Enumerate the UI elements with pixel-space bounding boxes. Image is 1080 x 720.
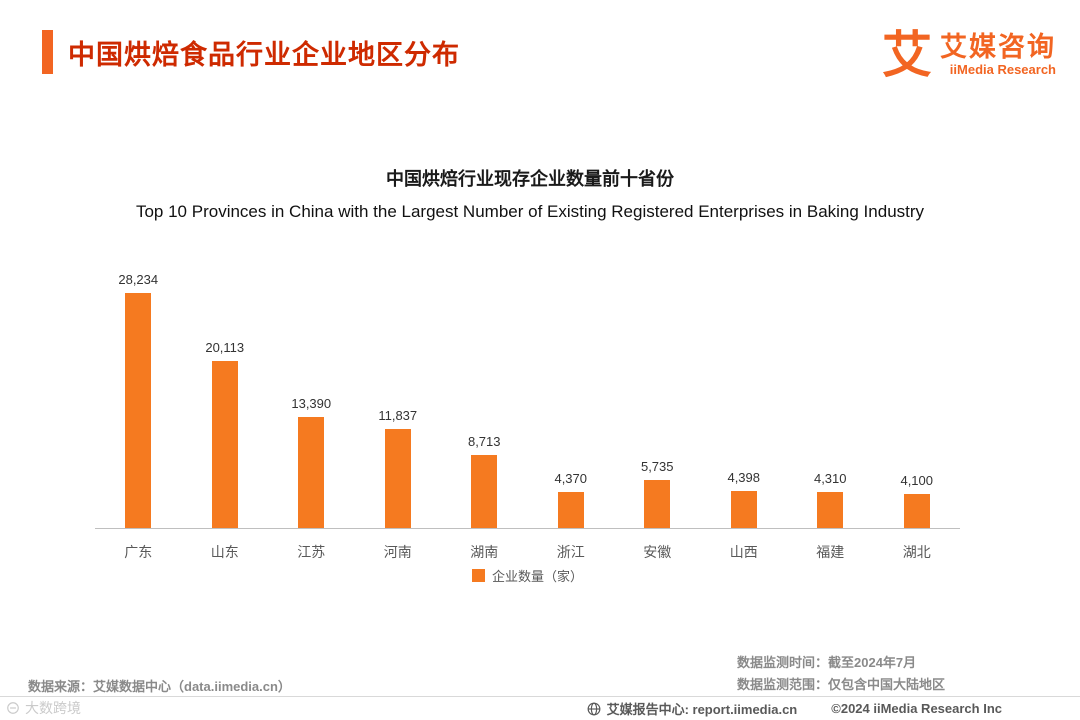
x-axis-label: 浙江: [556, 544, 585, 560]
logo-names: 艾媒咨询 iiMedia Research: [940, 32, 1056, 78]
chart-subtitle: Top 10 Provinces in China with the Large…: [135, 202, 925, 221]
x-axis-label: 安徽: [643, 544, 672, 560]
bar-column: 8,713: [441, 434, 528, 528]
bar: [817, 492, 844, 528]
page-title-block: 中国烘焙食品行业企业地区分布: [42, 30, 460, 74]
bar: [730, 491, 757, 528]
logo-name-cn: 艾媒咨询: [940, 32, 1056, 62]
brand-logo: 艾 艾媒咨询 iiMedia Research: [882, 30, 1056, 80]
report-center-text: 艾媒报告中心: report.iimedia.cn: [606, 702, 798, 717]
x-axis-label: 江苏: [297, 544, 326, 560]
bar-column: 4,310: [787, 471, 874, 528]
logo-mark-icon: 艾: [882, 27, 932, 83]
monitor-time: 数据监测时间：截至2024年7月: [737, 655, 917, 670]
x-axis-label: 湖南: [470, 544, 499, 560]
header: 中国烘焙食品行业企业地区分布 艾 艾媒咨询 iiMedia Research: [42, 30, 1056, 80]
x-axis-label: 山东: [210, 544, 239, 560]
bar: [211, 361, 238, 528]
bar-column: 4,398: [701, 470, 788, 528]
bottom-bar: 艾媒报告中心: report.iimedia.cn ©2024 iiMedia …: [0, 696, 1080, 720]
globe-icon: [587, 702, 600, 715]
bar-value-label: 5,735: [640, 459, 674, 474]
monitor-scope: 数据监测范围：仅包含中国大陆地区: [737, 677, 946, 693]
report-center: 艾媒报告中心: report.iimedia.cn: [587, 699, 798, 718]
bar-value-label: 4,370: [554, 471, 588, 486]
bar-chart: 28,234 20,113 13,390 11,837 8,713 4,370 5,735 4…: [95, 258, 960, 528]
bar-column: 5,735: [614, 459, 701, 528]
bar-value-label: 11,837: [378, 408, 418, 423]
chart-title: 中国烘焙行业现存企业数量前十省份: [386, 169, 674, 189]
bar: [384, 429, 411, 528]
x-axis-label: 河南: [383, 544, 412, 560]
legend-label: 企业数量（家）: [491, 569, 583, 584]
data-source-note: 数据来源：艾媒数据中心（data.iimedia.cn）: [28, 679, 291, 694]
bar-column: 28,234: [95, 272, 182, 528]
x-axis-label: 山西: [729, 544, 758, 560]
x-axis-label: 福建: [816, 544, 845, 560]
x-axis-label: 湖北: [902, 544, 931, 560]
bar-column: 4,370: [528, 471, 615, 528]
bar-value-label: 4,310: [813, 471, 847, 486]
bar: [471, 455, 498, 528]
bar-value-label: 4,100: [900, 473, 934, 488]
watermark-icon: [7, 702, 19, 714]
bar: [903, 494, 930, 528]
page-title: 中国烘焙食品行业企业地区分布: [68, 39, 460, 70]
title-accent-bar: [42, 30, 53, 74]
bar: [557, 492, 584, 528]
bar-value-label: 13,390: [291, 396, 332, 411]
bar-column: 4,100: [874, 473, 961, 528]
x-axis-label: 广东: [124, 544, 153, 560]
bar-value-label: 8,713: [467, 434, 501, 449]
bar: [644, 480, 671, 528]
copyright: ©2024 iiMedia Research Inc: [831, 701, 1002, 716]
bar-column: 11,837: [355, 408, 442, 528]
bar-column: 20,113: [182, 340, 269, 528]
bar-value-label: 28,234: [118, 272, 159, 287]
bar-value-label: 20,113: [205, 340, 245, 355]
bar: [298, 417, 325, 528]
legend-swatch: [471, 569, 485, 582]
legend: 企业数量（家）: [95, 566, 960, 585]
bar: [125, 293, 152, 528]
monitor-info: 数据监测时间：截至2024年7月 数据监测范围：仅包含中国大陆地区: [737, 652, 945, 696]
watermark-text: 大数跨境: [25, 700, 81, 716]
watermark: 大数跨境: [6, 698, 81, 718]
logo-name-en: iiMedia Research: [949, 62, 1056, 78]
bar-value-label: 4,398: [727, 470, 761, 485]
bar-column: 13,390: [268, 396, 355, 528]
x-axis: 广东 山东 江苏 河南 湖南 浙江 安徽 山西 福建 湖北: [95, 528, 960, 562]
